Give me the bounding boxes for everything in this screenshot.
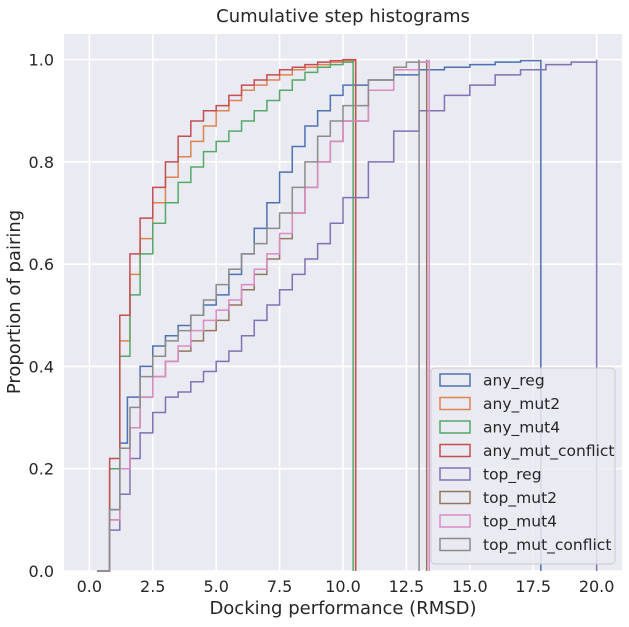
legend-swatch — [439, 373, 471, 387]
legend-label: top_reg — [483, 466, 542, 485]
legend-label: top_mut4 — [483, 513, 557, 532]
legend-swatch — [439, 396, 471, 411]
y-tick-label: 1.0 — [29, 51, 54, 70]
y-tick-label: 0.2 — [29, 460, 54, 479]
chart-title: Cumulative step histograms — [216, 6, 470, 27]
series-line-top-mut-conflict — [96, 59, 420, 572]
y-tick-label: 0.4 — [29, 357, 54, 376]
x-axis-label: Docking performance (RMSD) — [209, 598, 476, 619]
legend-label: any_mut4 — [483, 419, 560, 438]
series-line-top-mut4 — [96, 59, 430, 572]
series-line-any-mut4 — [96, 59, 354, 572]
legend-label: top_mut_conflict — [483, 536, 611, 555]
legend-box — [430, 367, 616, 565]
legend-swatch — [439, 537, 471, 552]
legend-swatch — [439, 443, 471, 458]
x-tick-label: 0.0 — [77, 577, 102, 596]
y-axis-label: Proportion of pairing — [4, 210, 25, 394]
legend-label: any_mut2 — [483, 395, 560, 414]
legend-swatch — [439, 420, 471, 434]
x-tick-label: 17.5 — [515, 577, 551, 596]
legend-swatch — [439, 490, 471, 505]
x-tick-label: 2.5 — [140, 577, 165, 596]
legend-swatch — [439, 467, 471, 481]
legend-label: top_mut2 — [483, 489, 557, 508]
x-tick-label: 20.0 — [579, 577, 615, 596]
legend-label: any_reg — [483, 372, 545, 391]
series-line-any-mut-conflict — [96, 58, 357, 572]
legend: any_reg any_mut2 any_mut4 any_mut_conflictt… — [430, 367, 616, 565]
tick-labels: 0.0 2.5 5.0 7.5 10.0 12.5 15.0 17.5 20.0 0.0 0.2 0.… — [29, 51, 615, 596]
series-line-top-reg — [96, 59, 598, 572]
x-tick-label: 7.5 — [267, 577, 292, 596]
y-tick-label: 0.6 — [29, 255, 54, 274]
x-tick-label: 10.0 — [325, 577, 361, 596]
x-tick-label: 15.0 — [452, 577, 488, 596]
x-tick-label: 5.0 — [203, 577, 228, 596]
y-tick-label: 0.8 — [29, 153, 54, 172]
series-lines — [96, 58, 598, 572]
x-tick-label: 12.5 — [389, 577, 425, 596]
legend-swatch — [439, 514, 471, 528]
y-tick-label: 0.0 — [29, 562, 54, 581]
legend-label: any_mut_conflict — [483, 442, 615, 461]
